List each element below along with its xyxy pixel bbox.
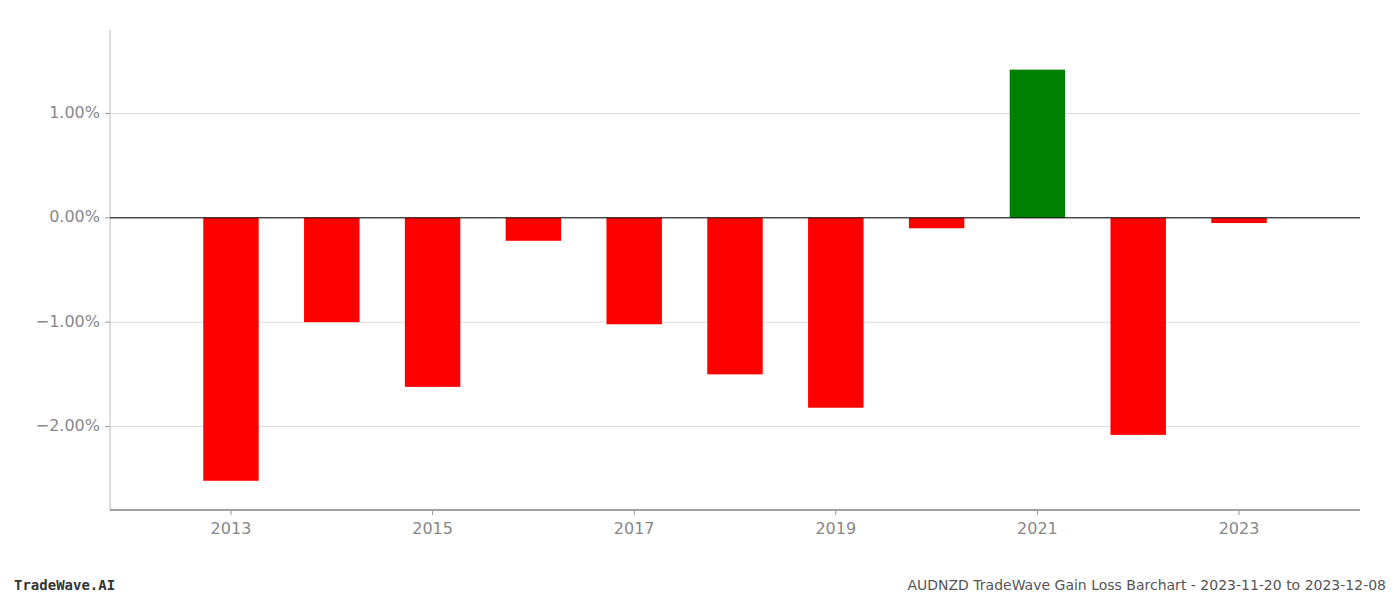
bar xyxy=(909,218,964,228)
bar xyxy=(405,218,460,387)
x-tick-label: 2013 xyxy=(211,519,252,538)
x-axis-line xyxy=(110,509,1360,510)
bar xyxy=(506,218,561,241)
y-tick xyxy=(105,113,110,114)
x-tick xyxy=(230,510,231,515)
y-tick xyxy=(105,322,110,323)
grid-line xyxy=(110,217,1360,218)
x-tick-label: 2017 xyxy=(614,519,655,538)
y-axis-line xyxy=(110,30,111,510)
x-tick-label: 2021 xyxy=(1017,519,1058,538)
footer-left: TradeWave.AI xyxy=(14,577,115,593)
footer-right: AUDNZD TradeWave Gain Loss Barchart - 20… xyxy=(907,577,1386,593)
bar xyxy=(1211,218,1266,223)
bar xyxy=(707,218,762,375)
y-tick-label: 0.00% xyxy=(49,207,100,226)
bar xyxy=(606,218,661,324)
y-tick xyxy=(105,426,110,427)
bar xyxy=(808,218,863,408)
bar xyxy=(304,218,359,322)
grid-line xyxy=(110,113,1360,114)
bars xyxy=(203,70,1267,481)
x-tick xyxy=(634,510,635,515)
x-tick-label: 2019 xyxy=(815,519,856,538)
bar xyxy=(1111,218,1166,435)
zero-line xyxy=(110,217,1360,218)
x-axis: 2013 2015 2017 2019 2021 2023 xyxy=(110,510,1360,538)
y-tick xyxy=(105,217,110,218)
grid-line xyxy=(110,426,1360,427)
bar xyxy=(1010,70,1065,218)
page: {"chart_data": {"type": "bar", "x": [201… xyxy=(0,0,1400,600)
bar xyxy=(203,218,258,481)
x-tick xyxy=(1037,510,1038,515)
y-tick-label: −2.00% xyxy=(36,416,100,435)
x-tick xyxy=(835,510,836,515)
y-axis: −2.00% −1.00% 0.00% 1.00% xyxy=(36,30,110,510)
footer: TradeWave.AI AUDNZD TradeWave Gain Loss B… xyxy=(14,577,1386,593)
x-tick xyxy=(1239,510,1240,515)
chart: −2.00%−1.00%0.00%1.00%201320152017201920… xyxy=(0,0,1400,600)
y-grid xyxy=(110,113,1360,426)
x-tick-label: 2015 xyxy=(412,519,453,538)
y-tick-label: 1.00% xyxy=(49,103,100,122)
x-tick xyxy=(432,510,433,515)
x-tick-label: 2023 xyxy=(1219,519,1260,538)
y-tick-label: −1.00% xyxy=(36,312,100,331)
